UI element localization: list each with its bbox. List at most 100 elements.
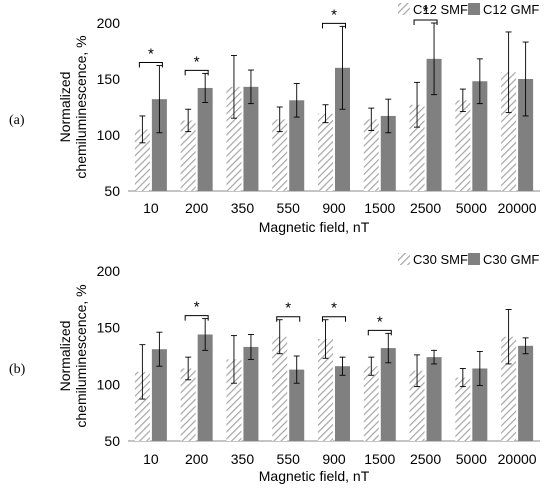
- x-tick-label: 1500: [364, 451, 395, 467]
- y-tick-label: 50: [104, 183, 120, 199]
- significance-star: *: [194, 299, 200, 316]
- chart-panel-a: (a) Normalizedchemiluminescence, % 50 100 15…: [9, 2, 540, 235]
- bar-c12-smf-550: [272, 119, 288, 191]
- x-tick-label: 1500: [364, 200, 395, 216]
- bar-c30-gmf-350: [243, 346, 259, 441]
- legend: C12 SMF C12 GMF: [398, 2, 539, 17]
- legend: C30 SMF C30 GMF: [398, 252, 539, 267]
- bar-c12-smf-5000: [455, 100, 471, 191]
- x-axis-label: Magnetic field, nT: [259, 468, 370, 484]
- bar-c12-gmf-10: [151, 99, 167, 191]
- y-axis-label-line: chemiluminescence, %: [73, 35, 89, 178]
- y-axis-label: Normalizedchemiluminescence, %: [57, 284, 89, 427]
- bracket-line: [322, 22, 346, 29]
- bar-c30-smf-20000: [501, 336, 517, 441]
- bar-c30-smf-10: [134, 371, 150, 441]
- significance-bracket: *: [413, 3, 438, 25]
- bracket-line: [184, 315, 209, 321]
- panel-label: (a): [9, 113, 25, 128]
- bar-c30-smf-200: [180, 368, 196, 441]
- legend-swatch: [468, 253, 480, 265]
- legend-entry: C30 GMF: [483, 252, 539, 267]
- significance-star: *: [194, 53, 200, 70]
- x-tick-label: 550: [277, 451, 301, 467]
- significance-star: *: [423, 3, 429, 20]
- significance-star: *: [331, 300, 337, 317]
- significance-bracket: *: [276, 300, 301, 322]
- y-axis-label-line: Normalized: [57, 321, 73, 392]
- x-tick-label: 550: [277, 200, 301, 216]
- x-tick-label: 900: [322, 451, 346, 467]
- bar-c12-gmf-900: [335, 67, 350, 191]
- y-axis-label-line: Normalized: [57, 72, 73, 143]
- bar-c30-gmf-20000: [518, 345, 534, 441]
- bracket-line: [138, 62, 163, 68]
- bar-c12-gmf-5000: [472, 81, 488, 191]
- legend-swatch: [398, 3, 410, 15]
- y-tick-label: 100: [97, 376, 121, 392]
- significance-bracket: *: [367, 313, 392, 336]
- x-tick-label: 20000: [498, 200, 537, 216]
- bar-c30-gmf-900: [335, 366, 350, 441]
- x-tick-label: 20000: [498, 451, 537, 467]
- bar-c12-smf-20000: [501, 72, 517, 191]
- panel-label: (b): [9, 362, 26, 377]
- bar-c12-gmf-1500: [380, 115, 396, 191]
- bar-c30-smf-5000: [455, 377, 471, 441]
- bar-c12-smf-350: [226, 86, 242, 191]
- bracket-line: [322, 316, 346, 322]
- significance-bracket: *: [184, 299, 209, 321]
- x-tick-label: 900: [322, 200, 346, 216]
- y-tick-label: 100: [97, 127, 121, 143]
- significance-bracket: *: [184, 53, 209, 76]
- significance-star: *: [285, 300, 291, 317]
- bracket-line: [367, 329, 392, 336]
- bar-c30-smf-550: [272, 336, 288, 441]
- bar-c12-smf-2500: [409, 104, 425, 191]
- legend-swatch: [398, 253, 410, 265]
- bar-c30-gmf-550: [289, 369, 305, 441]
- bar-c12-gmf-200: [197, 87, 213, 191]
- legend-swatch: [468, 3, 480, 15]
- y-axis-label: Normalizedchemiluminescence, %: [57, 35, 89, 178]
- bar-c30-smf-900: [318, 339, 333, 441]
- bar-c12-gmf-350: [243, 86, 259, 191]
- x-tick-label: 350: [231, 200, 255, 216]
- y-tick-label: 150: [97, 320, 121, 336]
- bar-c30-gmf-200: [197, 334, 213, 441]
- bar-c12-gmf-20000: [518, 79, 534, 191]
- bar-c30-smf-350: [226, 359, 242, 441]
- bar-c30-gmf-10: [151, 349, 167, 441]
- x-tick-label: 200: [185, 451, 209, 467]
- x-tick-label: 350: [231, 451, 255, 467]
- bar-c12-gmf-550: [289, 100, 305, 191]
- bar-c12-smf-10: [134, 129, 150, 191]
- bracket-line: [413, 19, 438, 25]
- bar-c30-smf-2500: [409, 370, 425, 441]
- bar-c30-smf-1500: [363, 366, 379, 441]
- bar-c30-gmf-2500: [426, 357, 442, 441]
- x-tick-label: 10: [143, 451, 159, 467]
- bracket-line: [276, 316, 301, 322]
- bar-c12-smf-1500: [363, 119, 379, 191]
- y-tick-label: 50: [104, 433, 120, 449]
- bar-c12-smf-200: [180, 120, 196, 191]
- x-tick-label: 2500: [410, 200, 441, 216]
- chart-panel-b: (b) Normalizedchemiluminescence, % 50 100 15…: [9, 252, 540, 484]
- x-tick-label: 2500: [410, 451, 441, 467]
- legend-entry: C30 SMF: [413, 252, 468, 267]
- x-tick-label: 5000: [456, 451, 487, 467]
- bar-c30-gmf-5000: [472, 368, 488, 441]
- x-tick-label: 10: [143, 200, 159, 216]
- significance-bracket: *: [322, 300, 346, 322]
- bar-c30-gmf-1500: [380, 348, 396, 441]
- significance-star: *: [377, 313, 383, 330]
- y-tick-label: 150: [97, 71, 121, 87]
- significance-star: *: [331, 6, 337, 23]
- bar-c12-smf-900: [318, 113, 333, 191]
- x-axis-label: Magnetic field, nT: [259, 219, 370, 235]
- y-tick-label: 200: [97, 263, 121, 279]
- x-tick-label: 5000: [456, 200, 487, 216]
- bracket-line: [184, 69, 209, 76]
